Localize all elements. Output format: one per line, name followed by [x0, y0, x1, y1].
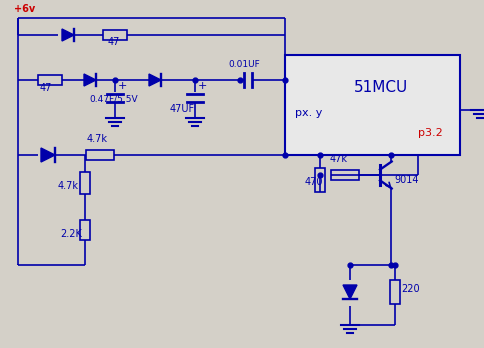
Text: 47UF: 47UF [170, 104, 195, 114]
Text: 4.7k: 4.7k [87, 134, 108, 144]
Text: 0.01UF: 0.01UF [227, 60, 259, 69]
Bar [80, 172, 90, 194]
Polygon shape [41, 148, 55, 162]
Polygon shape [342, 285, 356, 299]
Text: px. y: px. y [294, 108, 322, 118]
Bar [80, 220, 90, 240]
Text: 47: 47 [108, 37, 120, 47]
Text: +6v: +6v [14, 4, 35, 14]
Text: +: + [197, 81, 207, 91]
Text: 47: 47 [40, 83, 52, 93]
Bar [103, 30, 127, 40]
Text: 2.2K: 2.2K [60, 229, 82, 239]
Text: 220: 220 [400, 284, 419, 294]
Polygon shape [84, 74, 96, 86]
Text: +: + [118, 81, 127, 91]
Bar [314, 168, 324, 192]
Bar [389, 280, 399, 304]
Text: 47k: 47k [329, 154, 348, 164]
Text: p3.2: p3.2 [417, 128, 442, 138]
Polygon shape [149, 74, 161, 86]
Text: 9014: 9014 [393, 175, 418, 185]
Polygon shape [62, 29, 74, 41]
Text: 470: 470 [304, 177, 323, 187]
Text: 4.7k: 4.7k [58, 181, 79, 191]
Bar [38, 75, 62, 85]
Text: 51MCU: 51MCU [353, 79, 408, 95]
Text: 0.47F/5.5V: 0.47F/5.5V [89, 95, 137, 104]
Bar [86, 150, 114, 160]
Bar [330, 170, 358, 180]
Bar [285, 55, 459, 155]
